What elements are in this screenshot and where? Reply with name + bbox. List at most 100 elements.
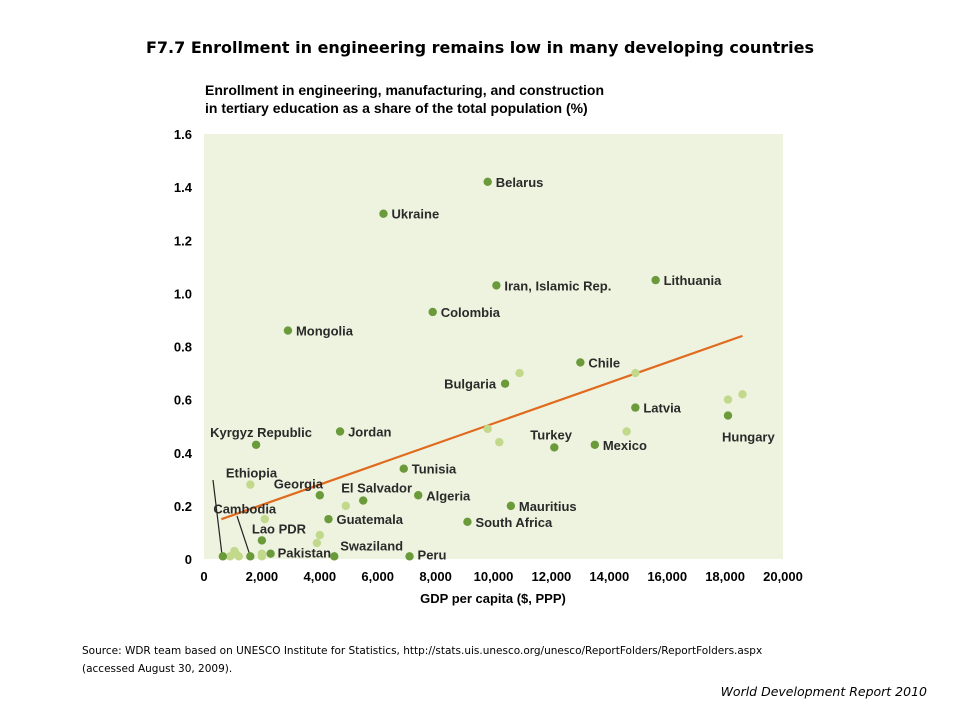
data-point <box>251 440 261 449</box>
point-label: Mauritius <box>519 499 577 514</box>
point-label: South Africa <box>475 515 553 530</box>
point-label: Belarus <box>496 175 544 190</box>
data-point <box>266 549 275 558</box>
source-note: Source: WDR team based on UNESCO Institu… <box>82 642 882 678</box>
data-point <box>260 514 269 524</box>
point-label: Chile <box>588 355 620 370</box>
point-label: Turkey <box>530 427 572 442</box>
data-point <box>379 209 388 218</box>
data-point <box>550 443 559 452</box>
point-label: Iran, Islamic Rep. <box>504 278 611 293</box>
slide-title: F7.7 Enrollment in engineering remains l… <box>145 38 815 57</box>
y-tick-label: 0.8 <box>174 340 192 355</box>
data-point <box>330 552 339 561</box>
y-tick-label: 1.6 <box>174 127 192 142</box>
data-point <box>312 538 322 548</box>
data-point <box>230 546 239 556</box>
point-label: Bulgaria <box>444 377 497 392</box>
y-tick-label: 1.2 <box>174 233 192 248</box>
data-point <box>631 368 640 378</box>
point-label: Hungary <box>722 430 776 445</box>
point-label: Algeria <box>426 488 471 503</box>
data-point <box>483 177 492 187</box>
data-point <box>359 496 368 505</box>
point-label: El Salvador <box>341 481 412 496</box>
x-tick-label: 8,000 <box>419 569 452 584</box>
labeled-points: Belarus Ukraine Iran, Islamic Rep. Lithuani… <box>210 175 775 563</box>
data-point <box>651 275 660 285</box>
x-axis: 0 2,000 4,000 6,000 8,000 10,000 12,000 14,000 1… <box>200 569 803 584</box>
y-tick-label: 1.0 <box>174 286 192 301</box>
data-point <box>414 491 423 500</box>
y-tick-label: 0.6 <box>174 393 192 408</box>
data-point <box>428 307 437 317</box>
x-tick-label: 18,000 <box>705 569 745 584</box>
point-label: Cambodia <box>213 501 277 516</box>
data-point <box>500 379 510 388</box>
point-label: Mexico <box>603 438 647 453</box>
point-label: Kyrgyz Republic <box>210 425 312 440</box>
data-point <box>622 427 631 436</box>
point-label: Swaziland <box>340 538 403 553</box>
data-point <box>723 395 733 404</box>
point-label: Pakistan <box>278 546 332 561</box>
x-tick-label: 2,000 <box>246 569 279 584</box>
y-tick-label: 0 <box>185 552 192 567</box>
source-line-1: Source: WDR team based on UNESCO Institu… <box>82 645 763 657</box>
point-label: Peru <box>418 547 447 562</box>
data-point <box>576 358 585 367</box>
trend-line <box>221 334 743 521</box>
x-tick-label: 16,000 <box>647 569 687 584</box>
data-point <box>483 424 492 434</box>
data-point <box>315 491 324 500</box>
point-label: Mongolia <box>296 324 354 339</box>
point-label: Jordan <box>348 425 391 440</box>
x-tick-label: 4,000 <box>304 569 337 584</box>
data-point <box>246 480 255 489</box>
ethiopia-leader-line <box>212 479 223 554</box>
data-point <box>506 501 516 511</box>
y-tick-label: 1.4 <box>174 180 193 195</box>
data-point <box>257 536 267 545</box>
cambodia-leader-line <box>236 515 250 554</box>
data-point <box>257 552 267 561</box>
chart-title-line-2: in tertiary education as a share of the … <box>205 100 588 116</box>
data-point <box>324 514 333 524</box>
plot-background <box>204 134 783 559</box>
y-tick-label: 0.2 <box>174 499 192 514</box>
data-point <box>283 326 293 335</box>
source-line-2: (accessed August 30, 2009). <box>82 663 233 675</box>
data-point <box>315 530 324 540</box>
data-point <box>590 440 600 449</box>
x-tick-label: 0 <box>200 569 207 584</box>
data-point <box>495 437 504 447</box>
data-point <box>246 552 255 561</box>
point-label: Colombia <box>441 305 501 320</box>
chart-title-line-1: Enrollment in engineering, manufacturing… <box>205 82 604 98</box>
data-point <box>399 464 408 473</box>
x-tick-label: 12,000 <box>532 569 572 584</box>
data-point <box>631 403 640 412</box>
point-label: Georgia <box>274 476 324 491</box>
point-label: Guatemala <box>336 512 403 527</box>
point-label: Lithuania <box>664 273 723 288</box>
data-point <box>723 411 733 420</box>
data-point <box>341 501 351 511</box>
x-tick-label: 20,000 <box>763 569 803 584</box>
x-tick-label: 14,000 <box>589 569 629 584</box>
point-label: Tunisia <box>412 462 457 477</box>
x-tick-label: 6,000 <box>361 569 394 584</box>
data-point <box>218 552 228 561</box>
point-label: Ethiopia <box>226 465 278 480</box>
x-axis-label: GDP per capita ($, PPP) <box>420 591 566 606</box>
data-point <box>738 390 747 399</box>
x-tick-label: 10,000 <box>474 569 514 584</box>
data-point <box>515 368 524 378</box>
point-label: Latvia <box>643 401 681 416</box>
y-axis: 0 0.2 0.4 0.6 0.8 1.0 1.2 1.4 1.6 <box>174 127 193 567</box>
unlabeled-points <box>225 368 747 561</box>
data-point <box>335 427 345 436</box>
data-point <box>405 552 414 561</box>
